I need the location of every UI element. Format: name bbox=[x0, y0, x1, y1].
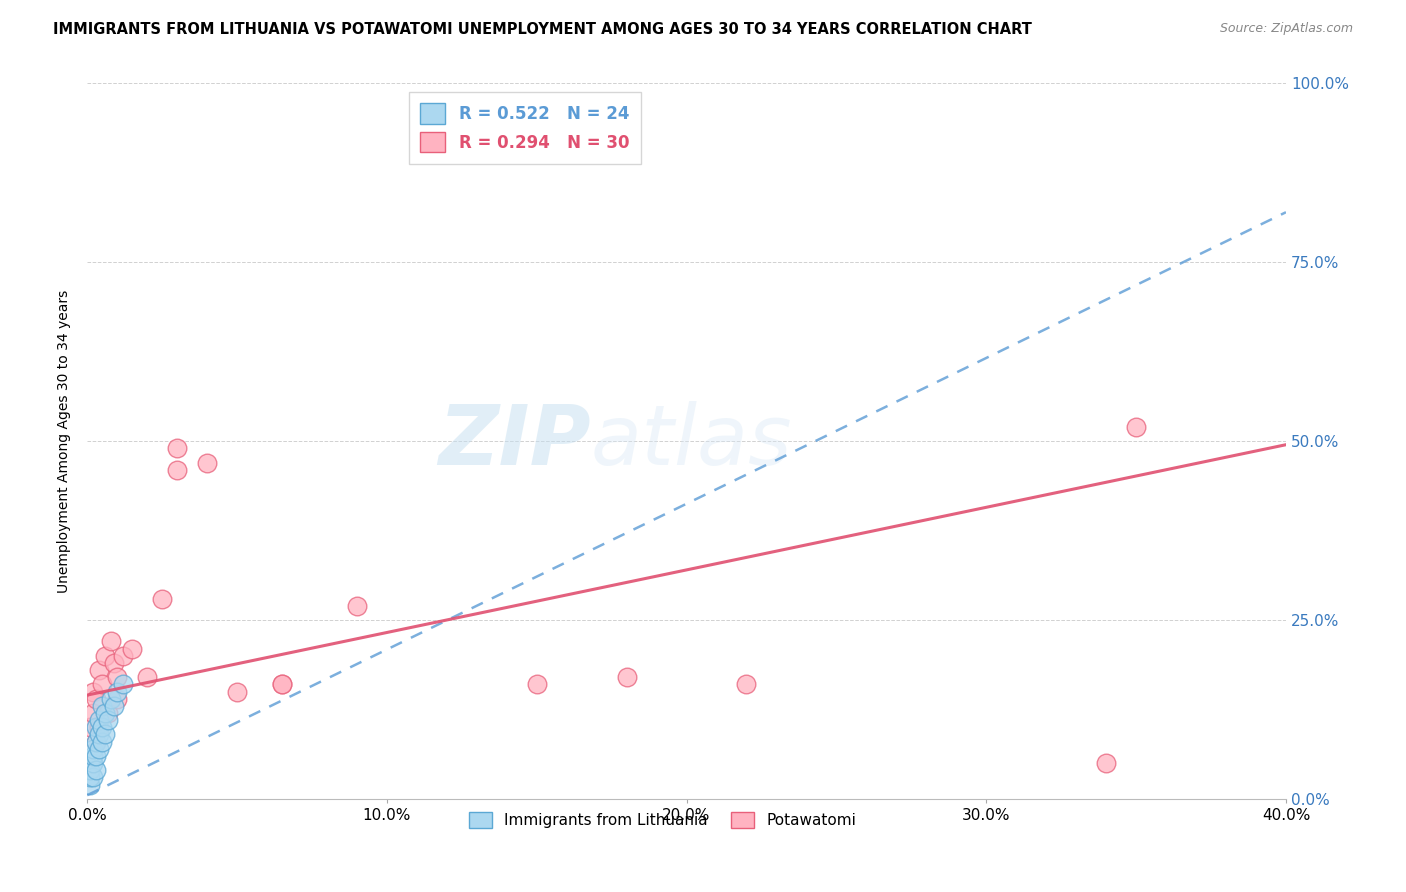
Point bbox=[616, 670, 638, 684]
Point bbox=[79, 778, 101, 792]
Point bbox=[82, 706, 104, 720]
Point bbox=[79, 763, 101, 777]
Point bbox=[136, 670, 159, 684]
Point bbox=[166, 463, 188, 477]
Point bbox=[100, 634, 122, 648]
Point bbox=[271, 677, 294, 691]
Point bbox=[82, 770, 104, 784]
Point bbox=[103, 656, 125, 670]
Point bbox=[91, 698, 114, 713]
Point bbox=[82, 741, 104, 756]
Point bbox=[105, 684, 128, 698]
Legend: Immigrants from Lithuania, Potawatomi: Immigrants from Lithuania, Potawatomi bbox=[463, 805, 862, 834]
Point bbox=[121, 641, 143, 656]
Point bbox=[103, 698, 125, 713]
Point bbox=[97, 713, 120, 727]
Point bbox=[526, 677, 548, 691]
Y-axis label: Unemployment Among Ages 30 to 34 years: Unemployment Among Ages 30 to 34 years bbox=[58, 290, 72, 593]
Point bbox=[82, 684, 104, 698]
Point bbox=[91, 677, 114, 691]
Point bbox=[84, 734, 107, 748]
Point bbox=[346, 599, 368, 613]
Point bbox=[166, 442, 188, 456]
Point bbox=[112, 677, 135, 691]
Point bbox=[226, 684, 249, 698]
Point bbox=[100, 691, 122, 706]
Point bbox=[105, 691, 128, 706]
Point bbox=[89, 663, 111, 677]
Text: Source: ZipAtlas.com: Source: ZipAtlas.com bbox=[1219, 22, 1353, 36]
Point bbox=[84, 691, 107, 706]
Point bbox=[105, 670, 128, 684]
Point bbox=[82, 748, 104, 763]
Point bbox=[735, 677, 758, 691]
Point bbox=[84, 763, 107, 777]
Point bbox=[112, 648, 135, 663]
Text: IMMIGRANTS FROM LITHUANIA VS POTAWATOMI UNEMPLOYMENT AMONG AGES 30 TO 34 YEARS C: IMMIGRANTS FROM LITHUANIA VS POTAWATOMI … bbox=[53, 22, 1032, 37]
Point bbox=[195, 456, 218, 470]
Point bbox=[79, 770, 101, 784]
Point bbox=[1095, 756, 1118, 770]
Point bbox=[91, 720, 114, 734]
Text: ZIP: ZIP bbox=[439, 401, 591, 482]
Point bbox=[84, 734, 107, 748]
Point bbox=[89, 741, 111, 756]
Point bbox=[94, 727, 117, 741]
Point bbox=[91, 734, 114, 748]
Point bbox=[79, 720, 101, 734]
Point bbox=[89, 713, 111, 727]
Point bbox=[89, 720, 111, 734]
Point bbox=[94, 648, 117, 663]
Point bbox=[94, 706, 117, 720]
Point bbox=[82, 756, 104, 770]
Point bbox=[84, 748, 107, 763]
Point bbox=[97, 706, 120, 720]
Point bbox=[150, 591, 173, 606]
Point bbox=[271, 677, 294, 691]
Text: atlas: atlas bbox=[591, 401, 792, 482]
Point bbox=[1125, 420, 1147, 434]
Point bbox=[89, 727, 111, 741]
Point bbox=[84, 720, 107, 734]
